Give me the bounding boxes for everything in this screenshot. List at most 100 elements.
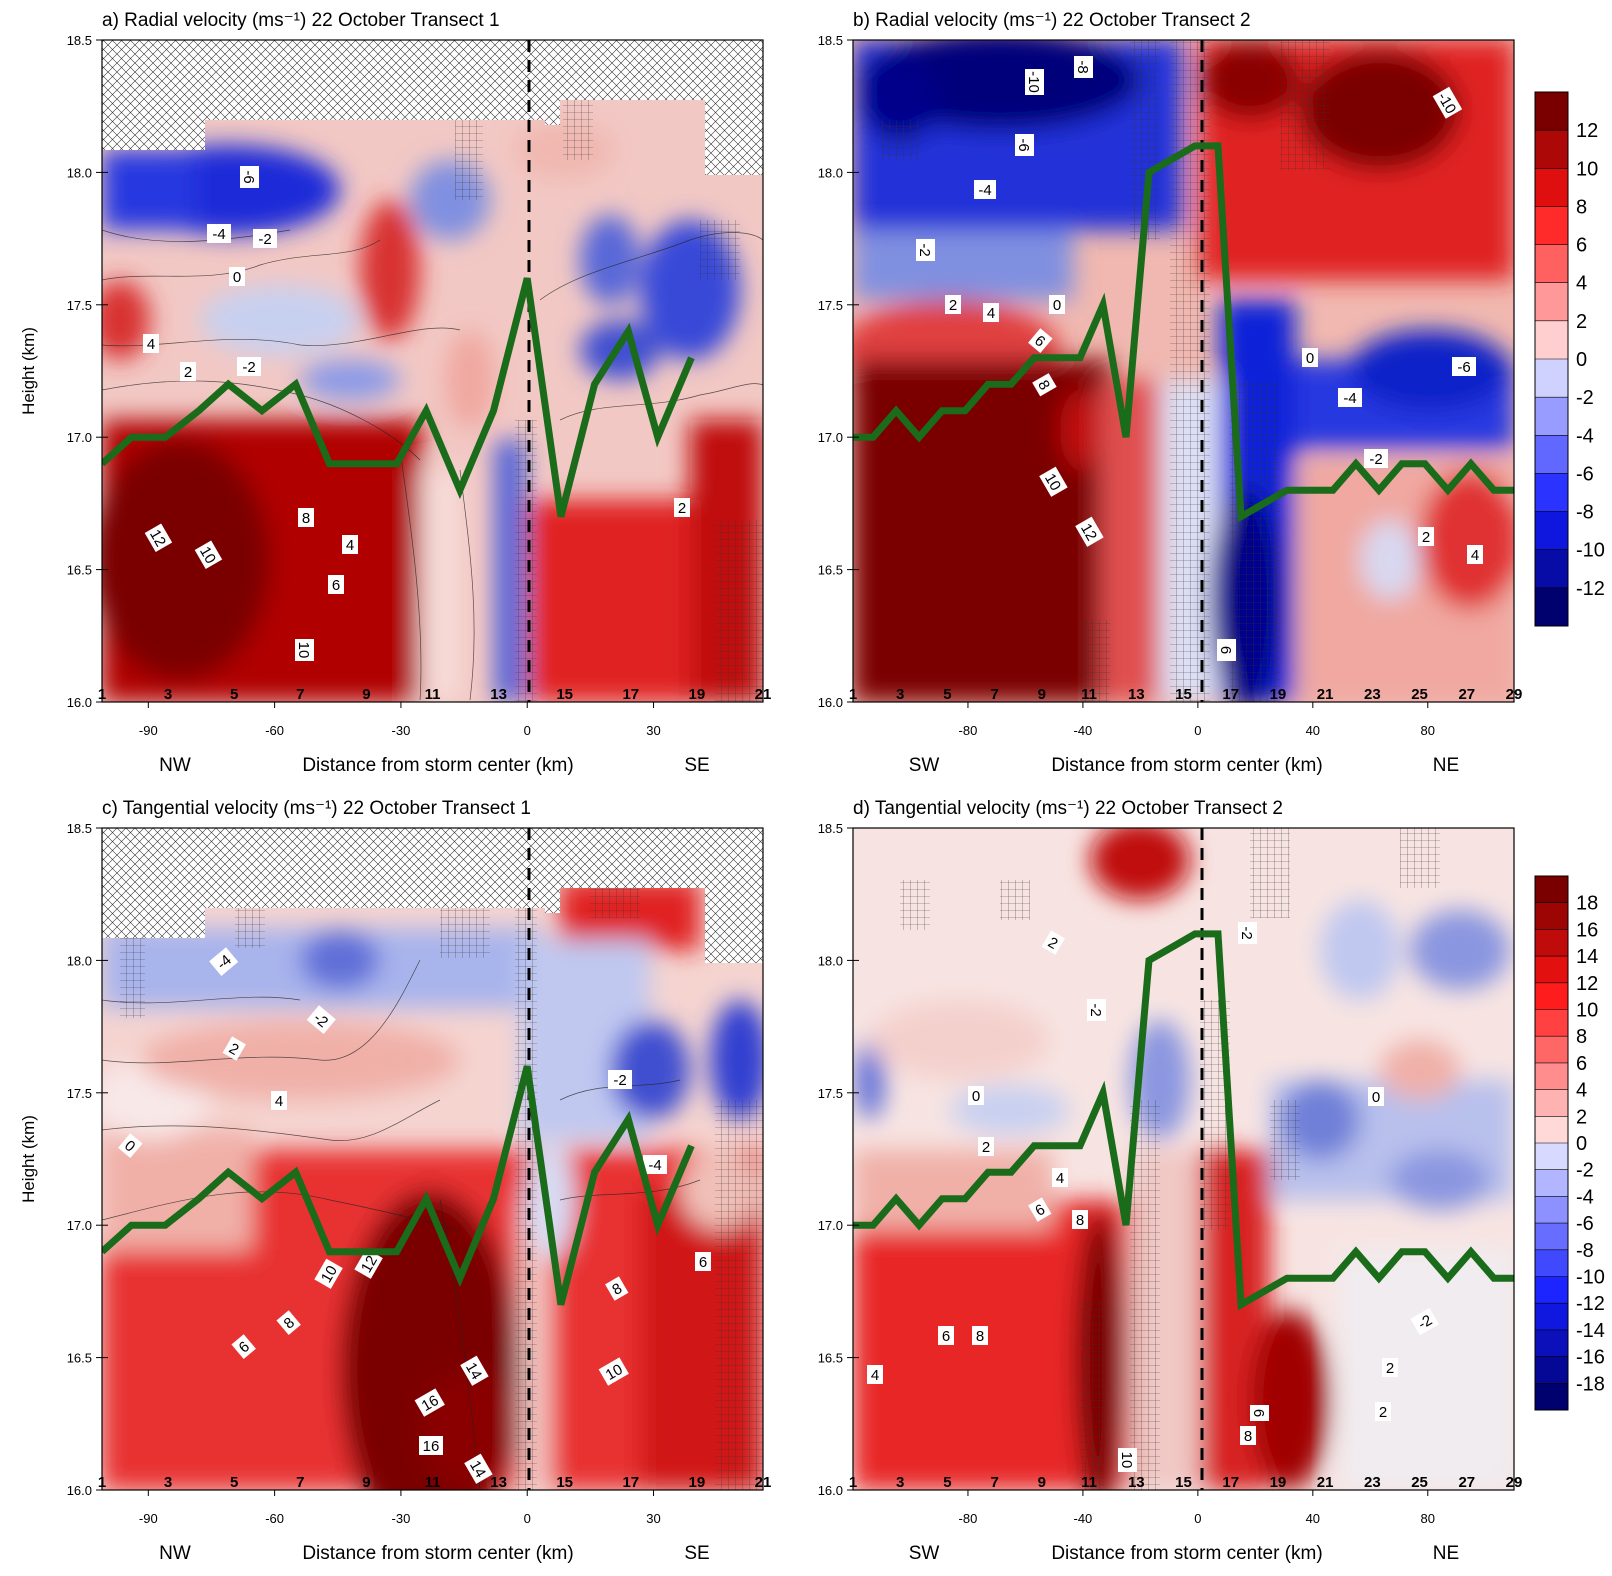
colorbar-label: -2 (1576, 1160, 1594, 1182)
dropsonde-number: 15 (1175, 686, 1192, 703)
colorbar-label: -18 (1576, 1373, 1605, 1395)
x-tick-label: -60 (265, 723, 284, 738)
dropsonde-number: 17 (1222, 686, 1239, 703)
y-tick-label: 18.5 (67, 33, 92, 48)
contour-label: 4 (987, 305, 995, 322)
panel-a-title: a) Radial velocity (ms⁻¹) 22 October Tra… (102, 10, 500, 31)
contour-label: 2 (982, 1139, 990, 1156)
colorbar-label: -10 (1576, 540, 1605, 562)
contour-label: 10 (1118, 1452, 1135, 1469)
y-tick-label: 17.0 (818, 430, 843, 445)
contour-label: -6 (1015, 138, 1032, 151)
contour-label: 14 (462, 1360, 485, 1383)
colorbar-label: 12 (1576, 120, 1598, 142)
x-tick-label: 0 (524, 1511, 531, 1526)
contour-label: 10 (603, 1361, 626, 1384)
contour-label: 14 (466, 1458, 489, 1481)
y-tick-label: 17.0 (67, 430, 92, 445)
dropsonde-number: 5 (943, 1474, 951, 1491)
colorbar-band (1535, 1223, 1568, 1251)
x-tick-label: 0 (1194, 723, 1201, 738)
contour-label: 10 (196, 544, 219, 567)
dropsonde-number: 17 (622, 1474, 639, 1491)
panel-b-dir-left: SW (909, 755, 940, 776)
panel-c-title: c) Tangential velocity (ms⁻¹) 22 October… (102, 798, 531, 819)
colorbar-label: -8 (1576, 502, 1594, 524)
contour-label: -6 (240, 170, 257, 183)
colorbar-band (1535, 1062, 1568, 1091)
panel-c-x-label: Distance from storm center (km) (302, 1543, 573, 1564)
dropsonde-number: 27 (1458, 1474, 1475, 1491)
contour-label: 4 (147, 336, 155, 353)
x-tick-label: -60 (265, 1511, 284, 1526)
x-tick-label: 30 (646, 1511, 660, 1526)
y-tick-label: 17.5 (67, 1086, 92, 1101)
y-tick-label: 16.0 (818, 695, 843, 710)
colorbar-label: 8 (1576, 1026, 1587, 1048)
y-tick-label: 18.0 (67, 165, 92, 180)
contour-label: 2 (184, 364, 192, 381)
panel-c-tropopause-line (102, 1065, 695, 1306)
contour-label: 4 (275, 1093, 283, 1110)
colorbar-band (1535, 206, 1568, 246)
panel-b-field: -10 -8 -6 -4 -2 0 2 4 6 8 10 12 -10 -6 -… (853, 40, 1514, 702)
x-tick-label: -30 (392, 723, 411, 738)
panel-d-contour-labels: 4 6 8 10 6 8 4 2 0 -2 2 6 8 2 -2 -2 0 2 (867, 922, 1440, 1472)
panel-a-dir-left: NW (159, 755, 191, 776)
y-tick-label: 17.5 (67, 298, 92, 313)
contour-label: -2 (242, 359, 255, 376)
dropsonde-number: 29 (1506, 1474, 1523, 1491)
colorbar-band (1535, 1276, 1568, 1304)
y-tick-label: 16.5 (818, 1351, 843, 1366)
panel-c-dir-right: SE (684, 1543, 709, 1564)
colorbar-band (1535, 1169, 1568, 1197)
panel-a-x-label: Distance from storm center (km) (302, 755, 573, 776)
dropsonde-number: 3 (896, 686, 904, 703)
dropsonde-number: 17 (1222, 1474, 1239, 1491)
contour-label: 4 (346, 537, 354, 554)
dropsonde-number: 9 (1038, 1474, 1046, 1491)
y-tick-label: 18.0 (67, 953, 92, 968)
contour-label: 16 (419, 1392, 442, 1415)
colorbar-band (1535, 1196, 1568, 1224)
colorbar-label: 12 (1576, 973, 1598, 995)
panel-d-field: 4 6 8 10 6 8 4 2 0 -2 2 6 8 2 -2 -2 0 2 (853, 828, 1514, 1490)
y-tick-label: 17.5 (818, 298, 843, 313)
contour-label: 4 (1056, 1170, 1064, 1187)
contour-label: -4 (1343, 390, 1356, 407)
dropsonde-number: 13 (490, 1474, 507, 1491)
dropsonde-number: 9 (362, 686, 370, 703)
colorbar-label: 10 (1576, 1000, 1598, 1022)
colorbar-band (1535, 587, 1568, 627)
contour-label: 2 (1386, 1360, 1394, 1377)
contour-label: -2 (1087, 1003, 1104, 1016)
colorbar-band (1535, 1303, 1568, 1331)
dropsonde-number: 1 (98, 1474, 106, 1491)
dropsonde-number: 1 (849, 1474, 857, 1491)
colorbar-band (1535, 902, 1568, 930)
dropsonde-number: 7 (296, 686, 304, 703)
colorbar-label: 4 (1576, 273, 1587, 295)
x-tick-label: -40 (1074, 1511, 1093, 1526)
contour-label: 6 (1217, 646, 1234, 654)
panel-c: c) Tangential velocity (ms⁻¹) 22 October… (19, 798, 771, 1564)
y-tick-label: 16.0 (67, 695, 92, 710)
dropsonde-number: 7 (296, 1474, 304, 1491)
panel-d-title: d) Tangential velocity (ms⁻¹) 22 October… (853, 798, 1283, 819)
panel-c-x-ticks: -90 -60 -30 0 30 (139, 1490, 661, 1526)
y-tick-label: 17.0 (818, 1218, 843, 1233)
colorbar-label: 6 (1576, 235, 1587, 257)
colorbar-label: 4 (1576, 1080, 1587, 1102)
colorbar-label: -10 (1576, 1267, 1605, 1289)
dropsonde-number: 5 (230, 686, 238, 703)
dropsonde-number: 3 (164, 686, 172, 703)
y-tick-label: 16.5 (67, 563, 92, 578)
panel-c-field: -4 -2 0 2 4 6 8 10 12 14 16 16 14 10 8 6… (102, 828, 763, 1490)
panel-b-x-ticks: -80 -40 0 40 80 (959, 702, 1435, 738)
colorbar-label: 2 (1576, 311, 1587, 333)
colorbar-band (1535, 549, 1568, 589)
x-tick-label: -90 (139, 723, 158, 738)
contour-label: -2 (916, 243, 933, 256)
y-tick-label: 18.5 (67, 821, 92, 836)
